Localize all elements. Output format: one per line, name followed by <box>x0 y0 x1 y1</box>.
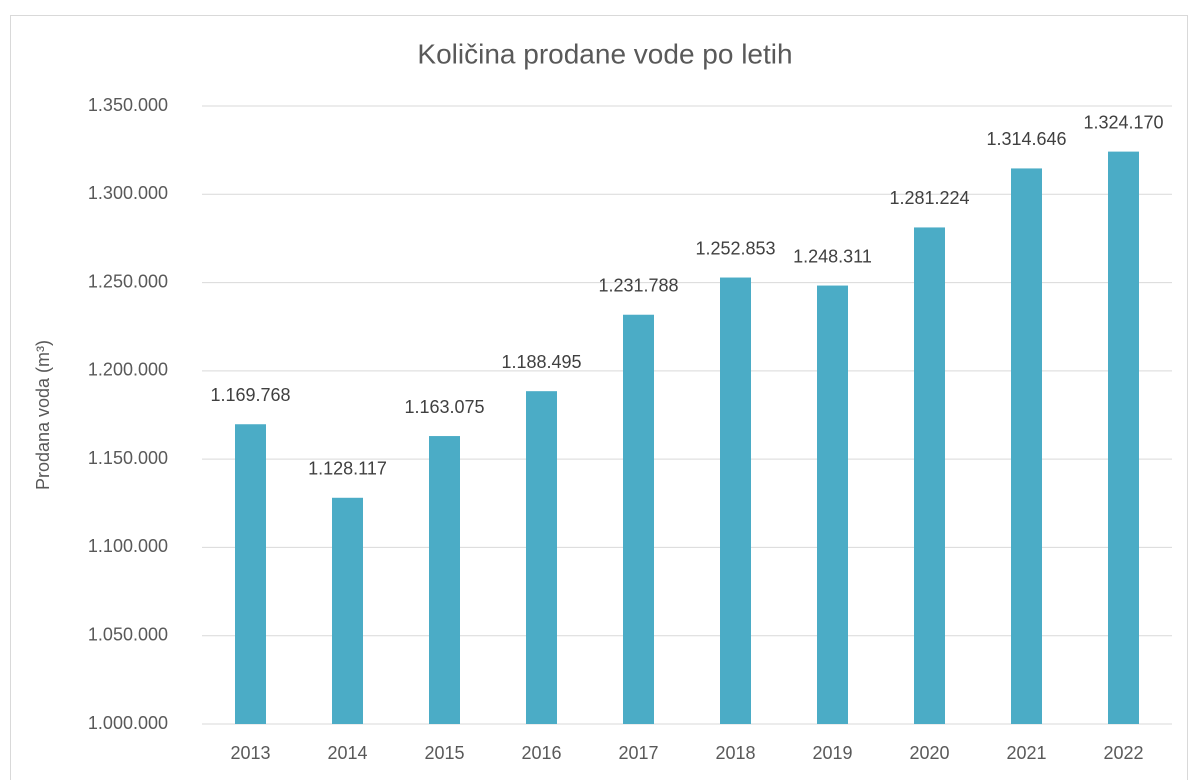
y-axis-title: Prodana voda (m³) <box>33 340 53 490</box>
chart-title: Količina prodane vode po letih <box>417 38 792 69</box>
data-label: 1.314.646 <box>986 129 1066 149</box>
bar <box>914 227 945 724</box>
data-label: 1.252.853 <box>695 238 775 258</box>
data-label: 1.128.117 <box>308 459 387 479</box>
x-tick-label: 2015 <box>424 743 464 763</box>
bar <box>720 277 751 724</box>
data-label: 1.188.495 <box>501 352 581 372</box>
bar <box>623 314 654 724</box>
x-tick-label: 2021 <box>1006 743 1046 763</box>
x-tick-label: 2017 <box>618 743 658 763</box>
y-tick-label: 1.200.000 <box>88 360 168 380</box>
y-tick-label: 1.100.000 <box>88 536 168 556</box>
y-tick-label: 1.250.000 <box>88 271 168 291</box>
y-tick-label: 1.350.000 <box>88 95 168 115</box>
y-tick-label: 1.050.000 <box>88 624 168 644</box>
x-tick-label: 2019 <box>812 743 852 763</box>
bar <box>1011 168 1042 725</box>
x-tick-label: 2018 <box>715 743 755 763</box>
x-tick-label: 2014 <box>327 743 367 763</box>
bar <box>429 436 460 724</box>
bar <box>332 497 363 724</box>
x-tick-label: 2013 <box>230 743 270 763</box>
data-label: 1.248.311 <box>793 246 872 266</box>
y-tick-label: 1.000.000 <box>88 713 168 733</box>
data-label: 1.163.075 <box>404 397 484 417</box>
x-tick-label: 2016 <box>521 743 561 763</box>
data-label: 1.169.768 <box>210 385 290 405</box>
y-tick-label: 1.150.000 <box>88 448 168 468</box>
data-label: 1.231.788 <box>598 275 678 295</box>
x-tick-label: 2022 <box>1103 743 1143 763</box>
chart-frame <box>10 15 1188 780</box>
y-tick-label: 1.300.000 <box>88 183 168 203</box>
bar <box>526 391 557 724</box>
data-label: 1.281.224 <box>889 188 969 208</box>
bar <box>817 285 848 724</box>
bar <box>235 424 266 724</box>
data-label: 1.324.170 <box>1083 112 1163 132</box>
x-tick-label: 2020 <box>909 743 949 763</box>
bar <box>1108 151 1139 724</box>
